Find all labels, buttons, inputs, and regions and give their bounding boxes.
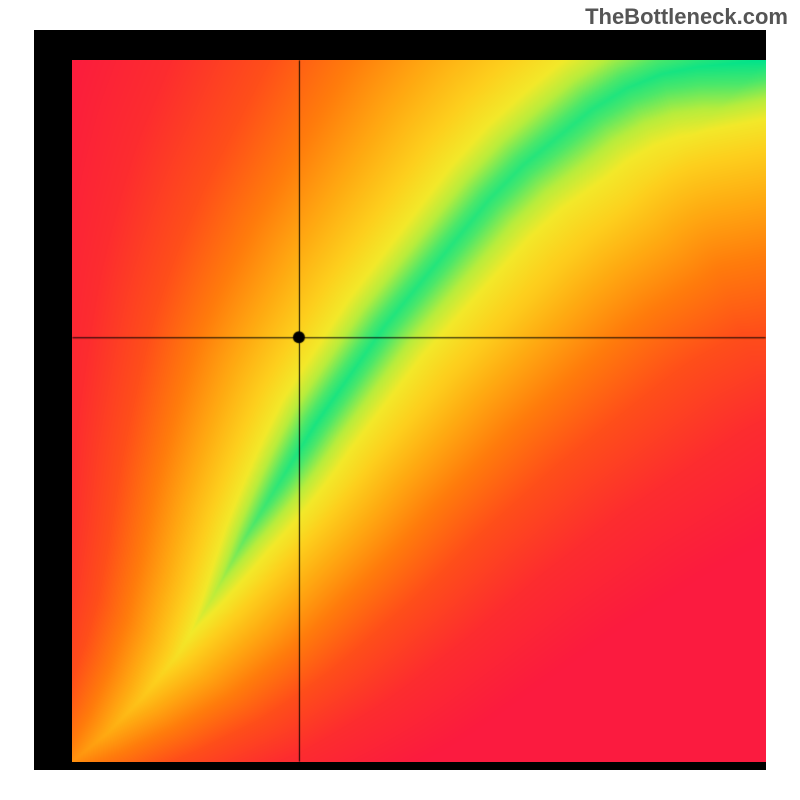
plot-outer-border (34, 30, 766, 770)
chart-container: TheBottleneck.com (0, 0, 800, 800)
watermark-text: TheBottleneck.com (585, 4, 788, 30)
heatmap-canvas (72, 60, 766, 762)
plot-area (72, 60, 766, 762)
